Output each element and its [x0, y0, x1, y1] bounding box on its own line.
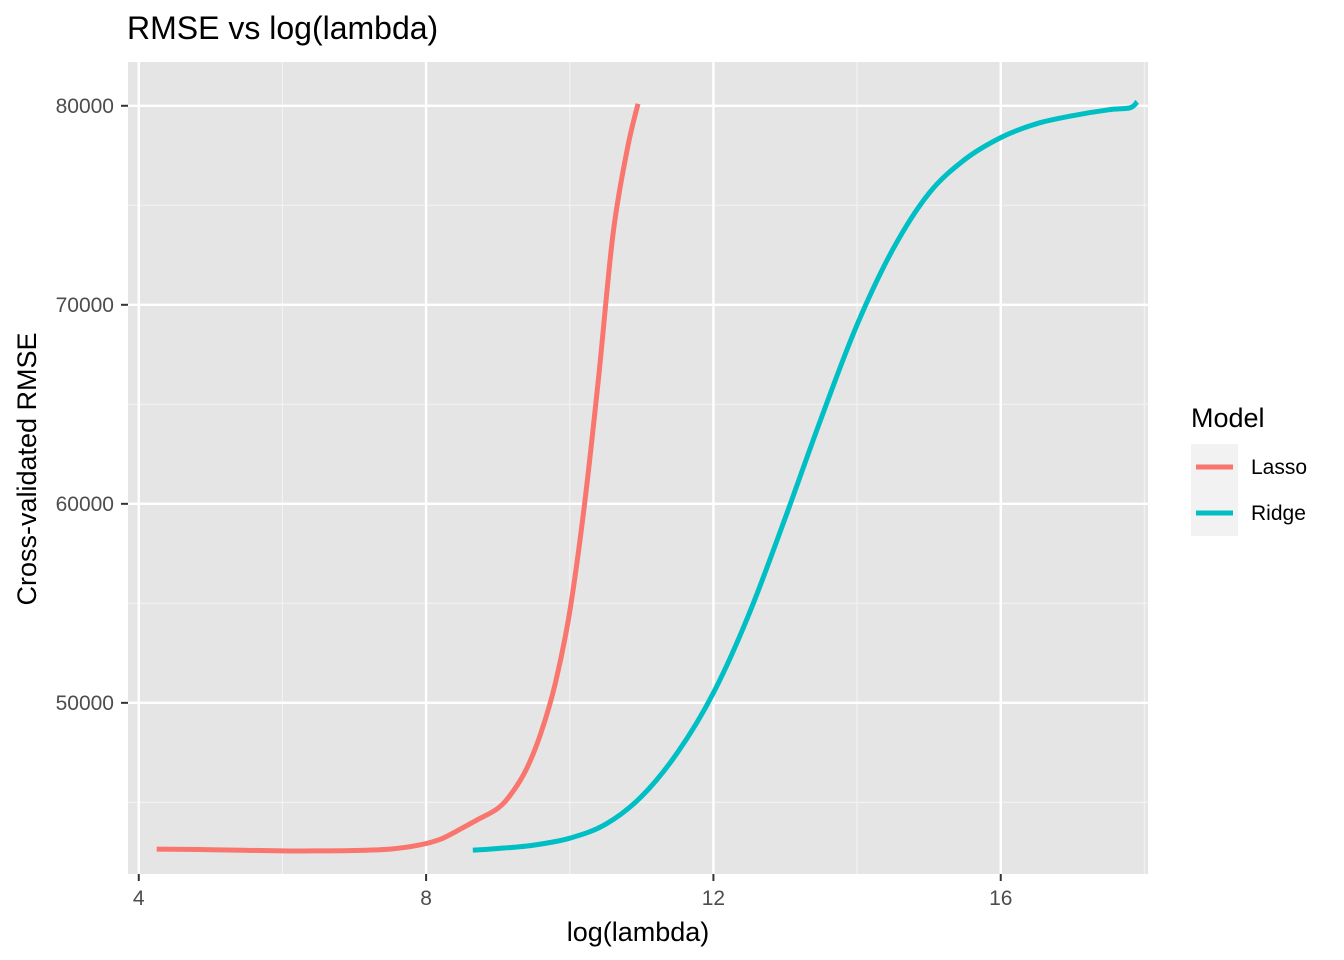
y-axis-title: Cross-validated RMSE [12, 332, 42, 605]
y-tick-label: 70000 [56, 294, 114, 317]
x-tick-label: 8 [420, 887, 432, 910]
x-tick-label: 12 [702, 887, 725, 910]
y-tick-label: 50000 [56, 692, 114, 715]
legend-label-lasso: Lasso [1251, 456, 1307, 479]
legend: Model Lasso Ridge [1191, 403, 1307, 536]
x-axis: 4 8 12 16 [133, 874, 1012, 910]
y-tick-label: 60000 [56, 493, 114, 516]
series-line-lasso [156, 103, 641, 854]
legend-label-ridge: Ridge [1251, 502, 1306, 525]
x-tick-label: 4 [133, 887, 145, 910]
y-tick-label: 80000 [56, 95, 114, 118]
legend-keys-background [1191, 444, 1238, 536]
plot-panel [128, 62, 1148, 874]
series-lines [156, 99, 1140, 854]
legend-title: Model [1191, 403, 1265, 433]
chart-title: RMSE vs log(lambda) [127, 10, 438, 46]
x-axis-title: log(lambda) [567, 917, 710, 947]
y-axis: 50000 60000 70000 80000 [56, 95, 128, 715]
series-line-ridge [472, 99, 1140, 853]
x-tick-label: 16 [989, 887, 1012, 910]
gridlines [128, 62, 1148, 874]
